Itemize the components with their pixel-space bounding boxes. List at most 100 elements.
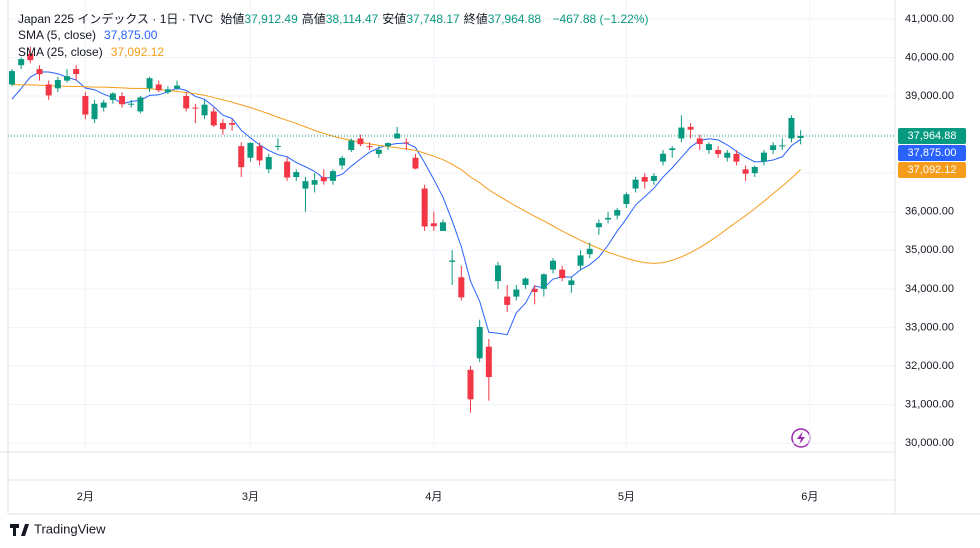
candle-body — [320, 177, 327, 182]
candle-body — [430, 223, 437, 227]
ohlc-label: 安値 — [382, 12, 407, 26]
ohlc-value: 37,964.88 — [487, 12, 542, 26]
price-tag-label: 37,092.12 — [908, 164, 957, 176]
candle-body — [550, 260, 557, 270]
candle-body — [632, 179, 639, 189]
candle-body — [73, 69, 80, 74]
price-tag — [898, 144, 966, 161]
y-tick-label: 34,000.00 — [905, 283, 954, 295]
legend-value: 37,875.00 — [104, 28, 158, 42]
price-tag — [898, 127, 966, 144]
sma-line — [11, 71, 801, 336]
candle-body — [568, 280, 575, 286]
candle-body — [403, 142, 410, 144]
legend-entry[interactable]: SMA (25, close) 37,092.12 — [18, 45, 168, 59]
y-tick-label: 39,000.00 — [905, 90, 954, 102]
candle-body — [302, 181, 309, 189]
candle-body — [146, 78, 153, 89]
candle-body — [348, 140, 355, 151]
candle-body — [733, 153, 740, 162]
ohlc-value: 37,748.17 — [406, 12, 460, 26]
legend-name: SMA (25, close) — [18, 45, 103, 59]
candle-body — [174, 85, 181, 89]
legend-name: SMA (5, close) — [18, 28, 97, 42]
candle-body — [311, 180, 318, 185]
candle-body — [513, 289, 520, 297]
legend-entry[interactable]: SMA (5, close) 37,875.00 — [18, 28, 168, 42]
symbol: Japan 225 インデックス · 1日 · TVC — [18, 12, 214, 26]
candle-body — [421, 188, 428, 227]
candle-body — [45, 84, 52, 96]
candle-body — [284, 161, 291, 178]
candle-body — [229, 123, 236, 125]
candle-body — [357, 138, 364, 145]
candle-body — [595, 223, 602, 228]
candle-body — [797, 135, 804, 138]
candle-body — [164, 89, 171, 93]
candle-body — [82, 96, 89, 115]
price-tag-label: 37,964.88 — [908, 130, 957, 142]
candle-body — [458, 277, 465, 298]
sma-line — [11, 83, 801, 264]
candle-body — [660, 153, 667, 162]
candle-body — [54, 80, 61, 89]
candle-body — [192, 107, 199, 109]
x-tick-label: 3月 — [242, 491, 259, 503]
candle-body — [274, 146, 281, 148]
candle-body — [384, 143, 391, 147]
x-tick-label: 4月 — [425, 491, 442, 503]
candle-body — [485, 346, 492, 378]
ohlc-label: 終値 — [463, 12, 488, 26]
x-tick-label: 6月 — [801, 491, 818, 503]
x-tick-label: 2月 — [77, 491, 94, 503]
lightning-icon[interactable] — [791, 428, 811, 448]
header: Japan 225 インデックス · 1日 · TVC 始値37,912.49 高… — [18, 10, 653, 27]
candle-body — [770, 145, 777, 151]
candle-body — [256, 146, 263, 161]
legend-value: 37,092.12 — [110, 45, 165, 59]
brand: TradingView — [34, 521, 106, 536]
candle-body — [36, 69, 43, 75]
candle-body — [119, 96, 126, 105]
candle-body — [128, 103, 135, 105]
candle-body — [678, 127, 685, 139]
y-tick-label: 35,000.00 — [905, 244, 954, 256]
y-tick-label: 36,000.00 — [905, 206, 954, 218]
candle-body — [760, 152, 767, 162]
change: −467.88 (−1.22%) — [552, 12, 649, 26]
candle-body — [247, 142, 254, 158]
candle-body — [201, 104, 208, 116]
ohlc-value: 38,114.47 — [325, 12, 379, 26]
candle-body — [687, 126, 694, 130]
ohlc-label: 始値 — [220, 12, 245, 26]
candle-body — [559, 269, 566, 279]
y-tick-label: 41,000.00 — [905, 13, 954, 25]
candle-body — [449, 260, 456, 262]
y-tick-label: 31,000.00 — [905, 398, 954, 410]
candle-body — [531, 288, 538, 292]
candle-body — [109, 93, 116, 100]
candle-body — [183, 96, 190, 109]
candle-body — [155, 84, 162, 91]
grid — [8, 0, 895, 452]
brand-logo[interactable]: TradingView — [10, 521, 106, 536]
candle-body — [91, 103, 98, 120]
candle-body — [650, 175, 657, 181]
candle-body — [605, 217, 612, 220]
candle-body — [9, 71, 15, 85]
candle-body — [788, 117, 795, 139]
candle-body — [577, 255, 584, 266]
y-tick-label: 40,000.00 — [905, 51, 954, 63]
candle-body — [715, 150, 722, 154]
candle-body — [210, 111, 217, 126]
candle-body — [696, 138, 703, 145]
candle-body — [439, 222, 446, 232]
candle-body — [476, 326, 483, 359]
candle-body — [18, 59, 25, 66]
candle-body — [724, 152, 731, 158]
candle-body — [64, 76, 71, 81]
candle-body — [751, 166, 758, 174]
legend: SMA (5, close) 37,875.00 SMA (25, close) 37… — [18, 28, 168, 62]
